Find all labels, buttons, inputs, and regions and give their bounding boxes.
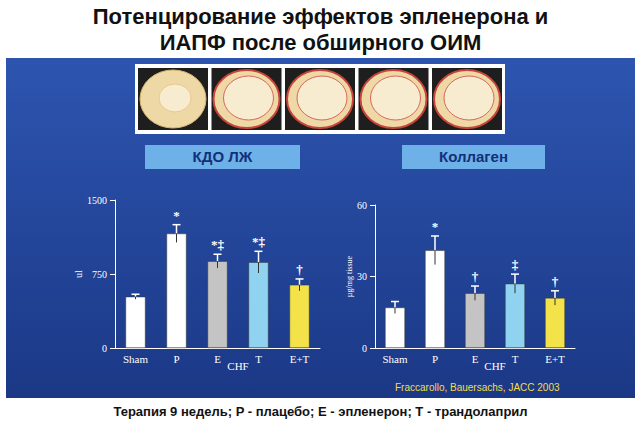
svg-text:*: * xyxy=(173,208,180,223)
svg-text:E: E xyxy=(472,353,479,365)
svg-text:0: 0 xyxy=(102,343,107,354)
svg-text:60: 60 xyxy=(357,200,367,211)
svg-text:‡: ‡ xyxy=(512,257,519,272)
svg-text:*: * xyxy=(432,219,439,234)
svg-text:T: T xyxy=(512,353,519,365)
svg-text:E: E xyxy=(214,353,221,365)
svg-text:Sham: Sham xyxy=(123,353,149,365)
svg-text:†: † xyxy=(296,262,303,277)
html-text:Fraccarollo, Bauersachs, JACC: Fraccarollo, Bauersachs, JACC 2003 xyxy=(395,382,560,393)
html-text:Коллаген: Коллаген xyxy=(439,148,508,165)
svg-text:*‡: *‡ xyxy=(211,237,225,252)
svg-text:E+T: E+T xyxy=(290,353,310,365)
svg-text:*‡: *‡ xyxy=(252,234,266,249)
svg-text:1500: 1500 xyxy=(87,195,107,206)
svg-text:P: P xyxy=(432,353,438,365)
svg-text:750: 750 xyxy=(92,269,107,280)
html-text:КДО ЛЖ: КДО ЛЖ xyxy=(192,148,253,165)
html-text:Потенцирование эффектов эплене: Потенцирование эффектов эпленерона и ИАП… xyxy=(92,4,549,55)
svg-text:30: 30 xyxy=(357,271,367,282)
svg-text:†: † xyxy=(472,269,479,284)
svg-text:ul: ul xyxy=(73,270,84,278)
svg-text:Sham: Sham xyxy=(382,353,408,365)
html-text:Терапия 9 недель; P - плацебо;: Терапия 9 недель; P - плацебо; E - эплен… xyxy=(113,404,528,419)
svg-text:†: † xyxy=(552,274,559,289)
svg-text:T: T xyxy=(255,353,262,365)
svg-text:P: P xyxy=(173,353,179,365)
svg-text:E+T: E+T xyxy=(545,353,565,365)
svg-text:CHF: CHF xyxy=(227,360,248,372)
svg-text:0: 0 xyxy=(362,343,367,354)
svg-text:µg/mg tissue: µg/mg tissue xyxy=(345,255,354,297)
svg-text:CHF: CHF xyxy=(484,360,505,372)
